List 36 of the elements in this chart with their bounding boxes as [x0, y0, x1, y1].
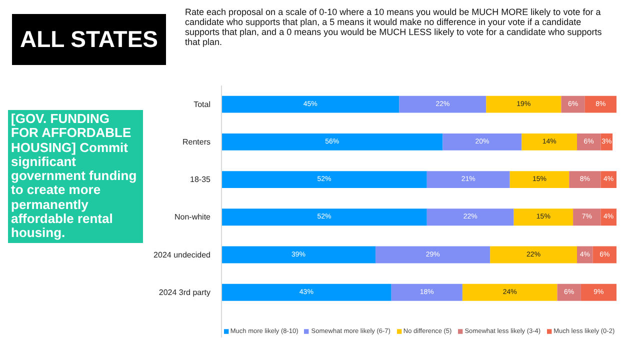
bar: [510, 171, 570, 188]
bar: [486, 96, 562, 113]
bar: [557, 284, 581, 301]
bar: [399, 96, 486, 113]
y-tick-label: Non-white: [174, 212, 212, 222]
bar: [600, 171, 616, 188]
bar: [222, 96, 400, 113]
chart-subtitle: Rate each proposal on a scale of 0-10 where a 10 means you would be MUCH MORE likely to vote for a candidate who supports that plan, a 5 means it would make no difference in your vote if a candidate supports that plan, and a 0 means you would be MUCH LESS likely to vote for a candidate who supports that plan.: [185, 7, 603, 48]
y-tick-label: 2024 3rd party: [158, 288, 211, 297]
bar: [222, 284, 392, 301]
bar: [580, 284, 616, 301]
bar: [426, 171, 510, 188]
bar: [577, 133, 601, 150]
chart-title: ALL STATES: [12, 14, 166, 65]
bar: [442, 133, 522, 150]
bar: [391, 284, 462, 301]
bar: [462, 284, 558, 301]
bar: [522, 133, 577, 150]
bar: [561, 96, 585, 113]
bar: [600, 208, 616, 226]
bar: [222, 208, 427, 226]
bar: [426, 208, 514, 226]
bar: [222, 171, 427, 188]
bar: [490, 246, 577, 264]
y-tick-label: Renters: [182, 137, 211, 146]
bar: [514, 208, 574, 226]
bar: [573, 208, 601, 226]
y-tick-label: 18-35: [190, 175, 212, 184]
y-tick-label: 2024 undecided: [154, 250, 211, 260]
bar: [222, 133, 443, 150]
bar: [584, 96, 616, 113]
text: [GOV. FUNDING FOR AFFORDABLE HOUSING] Commit significant government funding to create more permanently affordable rental housing.: [11, 111, 137, 240]
bar: [569, 171, 601, 188]
y-tick-label: Total: [194, 100, 211, 109]
bar: [376, 246, 490, 264]
bar: [222, 246, 376, 264]
